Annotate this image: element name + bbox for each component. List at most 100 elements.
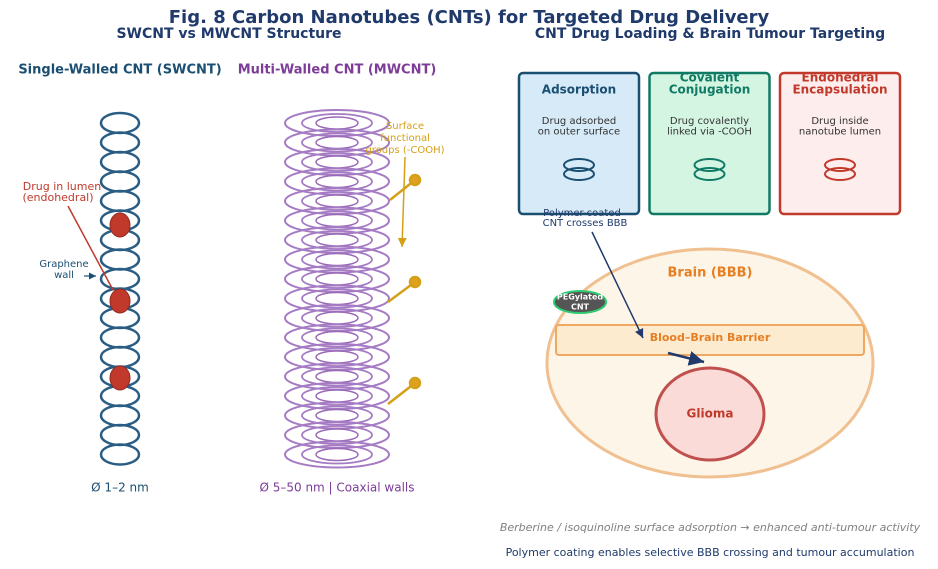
ring bbox=[99, 111, 141, 135]
card-icon bbox=[563, 158, 595, 172]
ring bbox=[99, 170, 141, 193]
ring bbox=[301, 171, 373, 192]
ring bbox=[284, 440, 390, 469]
ring bbox=[315, 291, 359, 306]
ring bbox=[99, 345, 141, 369]
panel-title: SWCNT vs MWCNT Structure bbox=[116, 26, 341, 42]
ring bbox=[99, 131, 141, 154]
note-line: functional bbox=[380, 133, 430, 144]
card-text: Drug inside bbox=[811, 116, 868, 127]
card bbox=[778, 71, 902, 216]
ring bbox=[99, 404, 141, 427]
ring bbox=[301, 444, 373, 465]
card-icon bbox=[693, 158, 726, 172]
ring bbox=[301, 308, 373, 328]
ring bbox=[315, 174, 359, 189]
card bbox=[648, 71, 771, 216]
ring bbox=[315, 350, 359, 364]
arrow bbox=[397, 156, 407, 248]
ring bbox=[301, 113, 373, 133]
surface-note: Surface functional groups (-COOH) bbox=[365, 121, 444, 156]
drug-dot bbox=[109, 288, 131, 314]
crossing-note: Polymer-coated CNT crosses BBB bbox=[543, 208, 628, 229]
drug-dot bbox=[109, 212, 131, 238]
panel-title: CNT Drug Loading & Brain Tumour Targetin… bbox=[535, 26, 885, 42]
ring bbox=[315, 311, 359, 325]
ring bbox=[315, 213, 359, 228]
ring bbox=[301, 347, 373, 367]
functional-groups bbox=[387, 173, 422, 405]
drug-dot bbox=[109, 365, 131, 391]
ring bbox=[301, 425, 373, 445]
footnote: Berberine / isoquinoline surface adsorpt… bbox=[500, 521, 921, 534]
brain-label: Brain (BBB) bbox=[668, 266, 753, 281]
note-line: Drug in lumen bbox=[23, 180, 101, 193]
card-title: Adsorption bbox=[542, 83, 616, 97]
ring bbox=[315, 447, 359, 462]
ring bbox=[315, 272, 359, 286]
ring bbox=[315, 408, 359, 423]
note-line: wall bbox=[54, 270, 74, 281]
diameter-label: Ø 1–2 nm bbox=[91, 481, 149, 495]
mwcnt-tube bbox=[284, 109, 390, 469]
ring bbox=[301, 386, 373, 406]
ring bbox=[301, 230, 373, 250]
ring bbox=[99, 423, 141, 447]
ring bbox=[301, 288, 373, 309]
ring bbox=[315, 428, 359, 442]
card-text: Drug adsorbed bbox=[542, 116, 616, 127]
card-icon bbox=[563, 167, 595, 181]
arrow bbox=[667, 351, 705, 366]
lumen-note: Drug in lumen (endohedral) bbox=[22, 180, 101, 204]
ring bbox=[99, 150, 141, 174]
note-line: Polymer-coated bbox=[543, 208, 621, 219]
tumour bbox=[654, 366, 766, 462]
card-icon bbox=[824, 167, 856, 181]
note-line: Surface bbox=[386, 121, 424, 132]
card-title: Covalent bbox=[680, 71, 740, 85]
ring bbox=[301, 327, 373, 348]
card-title: Endohedral bbox=[802, 71, 879, 85]
note-line: (endohedral) bbox=[22, 191, 93, 204]
brain bbox=[545, 247, 875, 479]
ring bbox=[99, 443, 141, 466]
card-title: Conjugation bbox=[669, 83, 751, 97]
card-icon bbox=[824, 158, 856, 172]
swcnt-tube bbox=[99, 111, 141, 466]
diameter-label: Ø 5–50 nm | Coaxial walls bbox=[259, 481, 414, 495]
ring bbox=[99, 248, 141, 271]
wall-note: Graphene wall bbox=[39, 259, 88, 281]
ring bbox=[315, 369, 359, 384]
tumour-label: Glioma bbox=[687, 407, 734, 421]
pegylated-label: PEGylated bbox=[557, 293, 604, 302]
card-text: nanotube lumen bbox=[799, 127, 881, 138]
card-text: on outer surface bbox=[538, 127, 620, 138]
arrow bbox=[67, 205, 114, 291]
arrow bbox=[591, 231, 644, 339]
ring bbox=[301, 366, 373, 387]
ring bbox=[301, 210, 373, 231]
ring bbox=[315, 330, 359, 345]
card-title: Encapsulation bbox=[792, 83, 887, 97]
ring bbox=[301, 152, 373, 172]
ring bbox=[99, 326, 141, 349]
ring bbox=[301, 269, 373, 289]
note-line: CNT crosses BBB bbox=[543, 218, 628, 229]
ring bbox=[301, 191, 373, 211]
note-line: groups (-COOH) bbox=[365, 145, 444, 156]
ring bbox=[99, 189, 141, 213]
ring bbox=[301, 249, 373, 270]
ring bbox=[301, 132, 373, 153]
barrier bbox=[555, 324, 865, 356]
ring bbox=[315, 135, 359, 150]
card-text: Drug covalently bbox=[670, 116, 749, 127]
ring bbox=[315, 116, 359, 130]
ring bbox=[315, 252, 359, 267]
pegylated-cnt bbox=[553, 290, 607, 314]
card-icon bbox=[693, 167, 726, 181]
title: Fig. 8 Carbon Nanotubes (CNTs) for Targe… bbox=[169, 7, 770, 28]
ring bbox=[315, 155, 359, 169]
mwcnt-label: Multi-Walled CNT (MWCNT) bbox=[238, 63, 437, 78]
